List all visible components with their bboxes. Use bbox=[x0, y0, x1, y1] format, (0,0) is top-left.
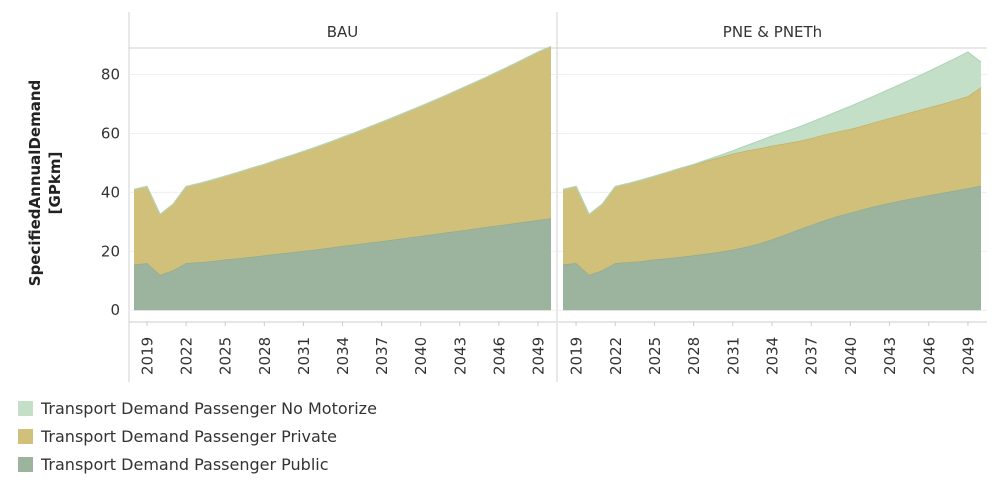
x-tick-label: 2034 bbox=[764, 337, 782, 375]
legend-item-no-motorize[interactable]: Transport Demand Passenger No Motorize bbox=[18, 394, 377, 422]
y-tick-label: 80 bbox=[101, 66, 120, 84]
area-motorize bbox=[563, 52, 981, 215]
x-tick-label: 2031 bbox=[295, 337, 313, 375]
legend-swatch-no-motorize bbox=[18, 400, 33, 416]
x-tick-label: 2040 bbox=[842, 337, 860, 375]
y-tick-label: 60 bbox=[101, 124, 120, 142]
y-axis-label: SpecifiedAnnualDemand [GPkm] bbox=[26, 80, 64, 286]
legend-label-no-motorize: Transport Demand Passenger No Motorize bbox=[41, 398, 377, 418]
x-tick-label: 2046 bbox=[920, 337, 938, 375]
legend: Transport Demand Passenger No Motorize T… bbox=[18, 394, 377, 478]
x-tick-label: 2043 bbox=[451, 337, 469, 375]
x-tick-label: 2037 bbox=[803, 337, 821, 375]
legend-label-public: Transport Demand Passenger Public bbox=[41, 454, 329, 474]
area-private bbox=[134, 46, 551, 275]
x-tick-label: 2019 bbox=[568, 337, 586, 375]
legend-label-private: Transport Demand Passenger Private bbox=[41, 426, 337, 446]
x-tick-label: 2037 bbox=[373, 337, 391, 375]
x-tick-label: 2049 bbox=[959, 337, 977, 375]
y-axis-label-line: SpecifiedAnnualDemand bbox=[26, 80, 44, 286]
area-chart: SpecifiedAnnualDemand [GPkm]020406080BAU2… bbox=[26, 12, 987, 382]
x-tick-label: 2040 bbox=[412, 337, 430, 375]
legend-swatch-public bbox=[18, 456, 33, 472]
panel-title: PNE & PNETh bbox=[723, 23, 822, 41]
legend-swatch-private bbox=[18, 428, 33, 444]
x-tick-label: 2028 bbox=[685, 337, 703, 375]
area-edge-motorize bbox=[562, 51, 982, 216]
x-tick-label: 2034 bbox=[334, 337, 352, 375]
x-tick-label: 2022 bbox=[178, 337, 196, 375]
x-tick-label: 2019 bbox=[139, 337, 157, 375]
area-public bbox=[563, 185, 981, 311]
panel-title: BAU bbox=[327, 23, 359, 41]
x-tick-label: 2049 bbox=[529, 337, 547, 375]
x-tick-label: 2031 bbox=[724, 337, 742, 375]
legend-item-private[interactable]: Transport Demand Passenger Private bbox=[18, 422, 377, 450]
x-tick-label: 2025 bbox=[646, 337, 664, 375]
x-tick-label: 2022 bbox=[607, 337, 625, 375]
x-tick-label: 2043 bbox=[881, 337, 899, 375]
y-tick-label: 40 bbox=[101, 183, 120, 201]
area-public bbox=[134, 218, 551, 311]
area-edge-motorize bbox=[133, 45, 552, 216]
y-axis-label-line: [GPkm] bbox=[46, 152, 64, 215]
x-tick-label: 2025 bbox=[217, 337, 235, 375]
x-tick-label: 2028 bbox=[256, 337, 274, 375]
legend-item-public[interactable]: Transport Demand Passenger Public bbox=[18, 450, 377, 478]
x-tick-label: 2046 bbox=[490, 337, 508, 375]
y-tick-label: 20 bbox=[101, 242, 120, 260]
y-tick-label: 0 bbox=[110, 301, 120, 319]
area-private bbox=[563, 87, 981, 275]
